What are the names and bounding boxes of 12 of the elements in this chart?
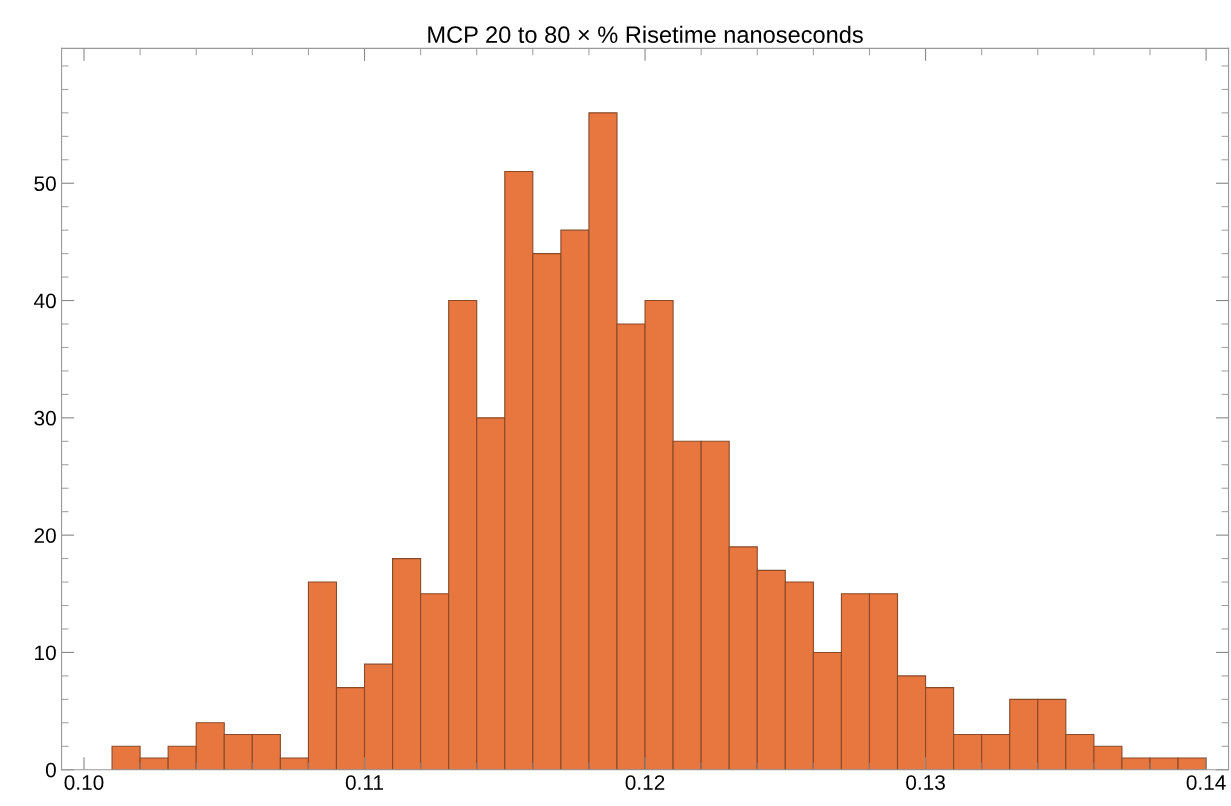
x-tick-label: 0.14 <box>1186 775 1226 790</box>
x-tick-label: 0.13 <box>906 775 945 790</box>
chart-title: MCP 20 to 80 × % Risetime nanoseconds <box>428 25 863 44</box>
y-tick-label: 50 <box>34 176 56 191</box>
y-tick-label: 0 <box>45 762 56 778</box>
y-tick-label: 10 <box>35 645 56 661</box>
y-tick-label: 40 <box>34 293 56 309</box>
y-tick-label: 30 <box>34 410 56 426</box>
y-tick-label: 20 <box>34 528 56 543</box>
x-tick-label: 0.10 <box>64 775 104 790</box>
x-tick-label: 0.11 <box>345 775 384 790</box>
x-tick-label: 0.12 <box>625 775 665 790</box>
